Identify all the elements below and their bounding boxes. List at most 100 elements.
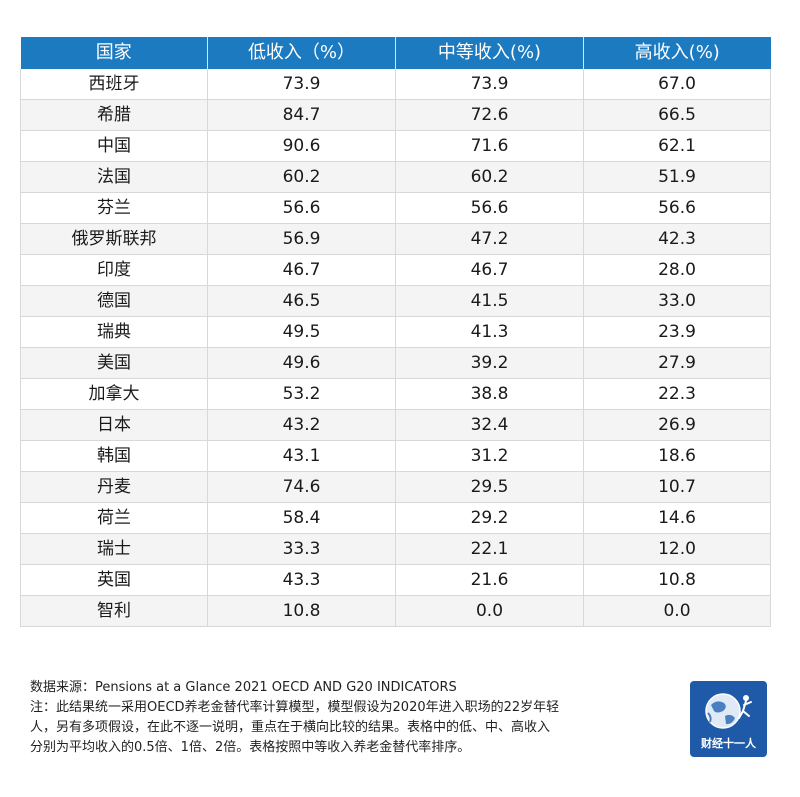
rate-cell: 73.9 [207, 69, 396, 100]
rate-cell: 0.0 [395, 595, 584, 627]
country-cell: 印度 [20, 254, 208, 286]
country-cell: 希腊 [20, 99, 208, 131]
rate-cell: 21.6 [395, 564, 584, 596]
rate-cell: 10.8 [583, 564, 771, 596]
rate-cell: 73.9 [395, 69, 584, 100]
rate-cell: 41.3 [395, 316, 584, 348]
rate-cell: 56.6 [395, 192, 584, 224]
rate-cell: 39.2 [395, 347, 584, 379]
rate-cell: 18.6 [583, 440, 771, 472]
table-row: 西班牙 73.9 73.9 67.0 [20, 69, 771, 100]
table-row: 芬兰 56.6 56.6 56.6 [20, 192, 771, 224]
globe-icon [705, 693, 752, 729]
table-row: 瑞士 33.3 22.1 12.0 [20, 533, 771, 565]
table-header-row: 国家 低收入（%） 中等收入(%) 高收入(%) [20, 37, 771, 69]
note-line-2: 人，另有多项假设，在此不逐一说明，重点在于横向比较的结果。表格中的低、中、高收入 [30, 720, 551, 735]
footnote: 数据来源：Pensions at a Glance 2021 OECD AND … [30, 678, 670, 758]
table-row: 瑞典 49.5 41.3 23.9 [20, 316, 771, 348]
rate-cell: 33.0 [583, 285, 771, 317]
note-line-1: 注：此结果统一采用OECD养老金替代率计算模型，模型假设为2020年进入职场的2… [30, 700, 560, 715]
rate-cell: 58.4 [207, 502, 396, 534]
country-cell: 法国 [20, 161, 208, 193]
country-cell: 日本 [20, 409, 208, 441]
rate-cell: 31.2 [395, 440, 584, 472]
rate-cell: 27.9 [583, 347, 771, 379]
logo-text: 财经十一人 [701, 737, 756, 750]
country-cell: 芬兰 [20, 192, 208, 224]
rate-cell: 60.2 [207, 161, 396, 193]
rate-cell: 10.7 [583, 471, 771, 503]
table-row: 智利 10.8 0.0 0.0 [20, 595, 771, 627]
rate-cell: 41.5 [395, 285, 584, 317]
rate-cell: 71.6 [395, 130, 584, 162]
rate-cell: 74.6 [207, 471, 396, 503]
column-header: 低收入（%） [207, 37, 396, 69]
table-row: 印度 46.7 46.7 28.0 [20, 254, 771, 286]
rate-cell: 22.3 [583, 378, 771, 410]
rate-cell: 72.6 [395, 99, 584, 131]
rate-cell: 47.2 [395, 223, 584, 255]
publisher-logo: 财经十一人 [690, 681, 767, 757]
rate-cell: 60.2 [395, 161, 584, 193]
rate-cell: 22.1 [395, 533, 584, 565]
table-body: 西班牙 73.9 73.9 67.0 希腊 84.7 72.6 66.5 中国 90.6 71.6 6… [20, 69, 771, 627]
rate-cell: 23.9 [583, 316, 771, 348]
table-row: 法国 60.2 60.2 51.9 [20, 161, 771, 193]
rate-cell: 43.1 [207, 440, 396, 472]
rate-cell: 90.6 [207, 130, 396, 162]
rate-cell: 53.2 [207, 378, 396, 410]
rate-cell: 66.5 [583, 99, 771, 131]
rate-cell: 46.7 [207, 254, 396, 286]
country-cell: 美国 [20, 347, 208, 379]
country-cell: 加拿大 [20, 378, 208, 410]
country-cell: 丹麦 [20, 471, 208, 503]
column-header: 高收入(%) [583, 37, 771, 69]
rate-cell: 49.5 [207, 316, 396, 348]
rate-cell: 56.9 [207, 223, 396, 255]
country-cell: 西班牙 [20, 69, 208, 100]
country-cell: 德国 [20, 285, 208, 317]
rate-cell: 84.7 [207, 99, 396, 131]
rate-cell: 0.0 [583, 595, 771, 627]
country-cell: 俄罗斯联邦 [20, 223, 208, 255]
data-source-text: 数据来源：Pensions at a Glance 2021 OECD AND … [30, 680, 457, 695]
rate-cell: 51.9 [583, 161, 771, 193]
rate-cell: 43.2 [207, 409, 396, 441]
country-cell: 韩国 [20, 440, 208, 472]
rate-cell: 29.5 [395, 471, 584, 503]
pension-table-container: 国家 低收入（%） 中等收入(%) 高收入(%) 西班牙 73.9 73.9 67.0 希腊 8… [20, 37, 771, 627]
rate-cell: 42.3 [583, 223, 771, 255]
rate-cell: 29.2 [395, 502, 584, 534]
column-header: 国家 [20, 37, 208, 69]
country-cell: 荷兰 [20, 502, 208, 534]
table-row: 中国 90.6 71.6 62.1 [20, 130, 771, 162]
column-header: 中等收入(%) [395, 37, 584, 69]
rate-cell: 38.8 [395, 378, 584, 410]
table-row: 加拿大 53.2 38.8 22.3 [20, 378, 771, 410]
rate-cell: 46.7 [395, 254, 584, 286]
country-cell: 中国 [20, 130, 208, 162]
table-row: 德国 46.5 41.5 33.0 [20, 285, 771, 317]
table-row: 丹麦 74.6 29.5 10.7 [20, 471, 771, 503]
country-cell: 智利 [20, 595, 208, 627]
pension-replacement-rate-table: 国家 低收入（%） 中等收入(%) 高收入(%) 西班牙 73.9 73.9 67.0 希腊 8… [20, 37, 771, 627]
table-row: 美国 49.6 39.2 27.9 [20, 347, 771, 379]
table-row: 俄罗斯联邦 56.9 47.2 42.3 [20, 223, 771, 255]
country-cell: 瑞典 [20, 316, 208, 348]
table-row: 希腊 84.7 72.6 66.5 [20, 99, 771, 131]
rate-cell: 56.6 [207, 192, 396, 224]
rate-cell: 26.9 [583, 409, 771, 441]
table-row: 英国 43.3 21.6 10.8 [20, 564, 771, 596]
table-row: 日本 43.2 32.4 26.9 [20, 409, 771, 441]
country-cell: 瑞士 [20, 533, 208, 565]
rate-cell: 56.6 [583, 192, 771, 224]
rate-cell: 10.8 [207, 595, 396, 627]
rate-cell: 12.0 [583, 533, 771, 565]
rate-cell: 33.3 [207, 533, 396, 565]
rate-cell: 32.4 [395, 409, 584, 441]
rate-cell: 49.6 [207, 347, 396, 379]
rate-cell: 28.0 [583, 254, 771, 286]
rate-cell: 43.3 [207, 564, 396, 596]
rate-cell: 14.6 [583, 502, 771, 534]
rate-cell: 67.0 [583, 69, 771, 100]
